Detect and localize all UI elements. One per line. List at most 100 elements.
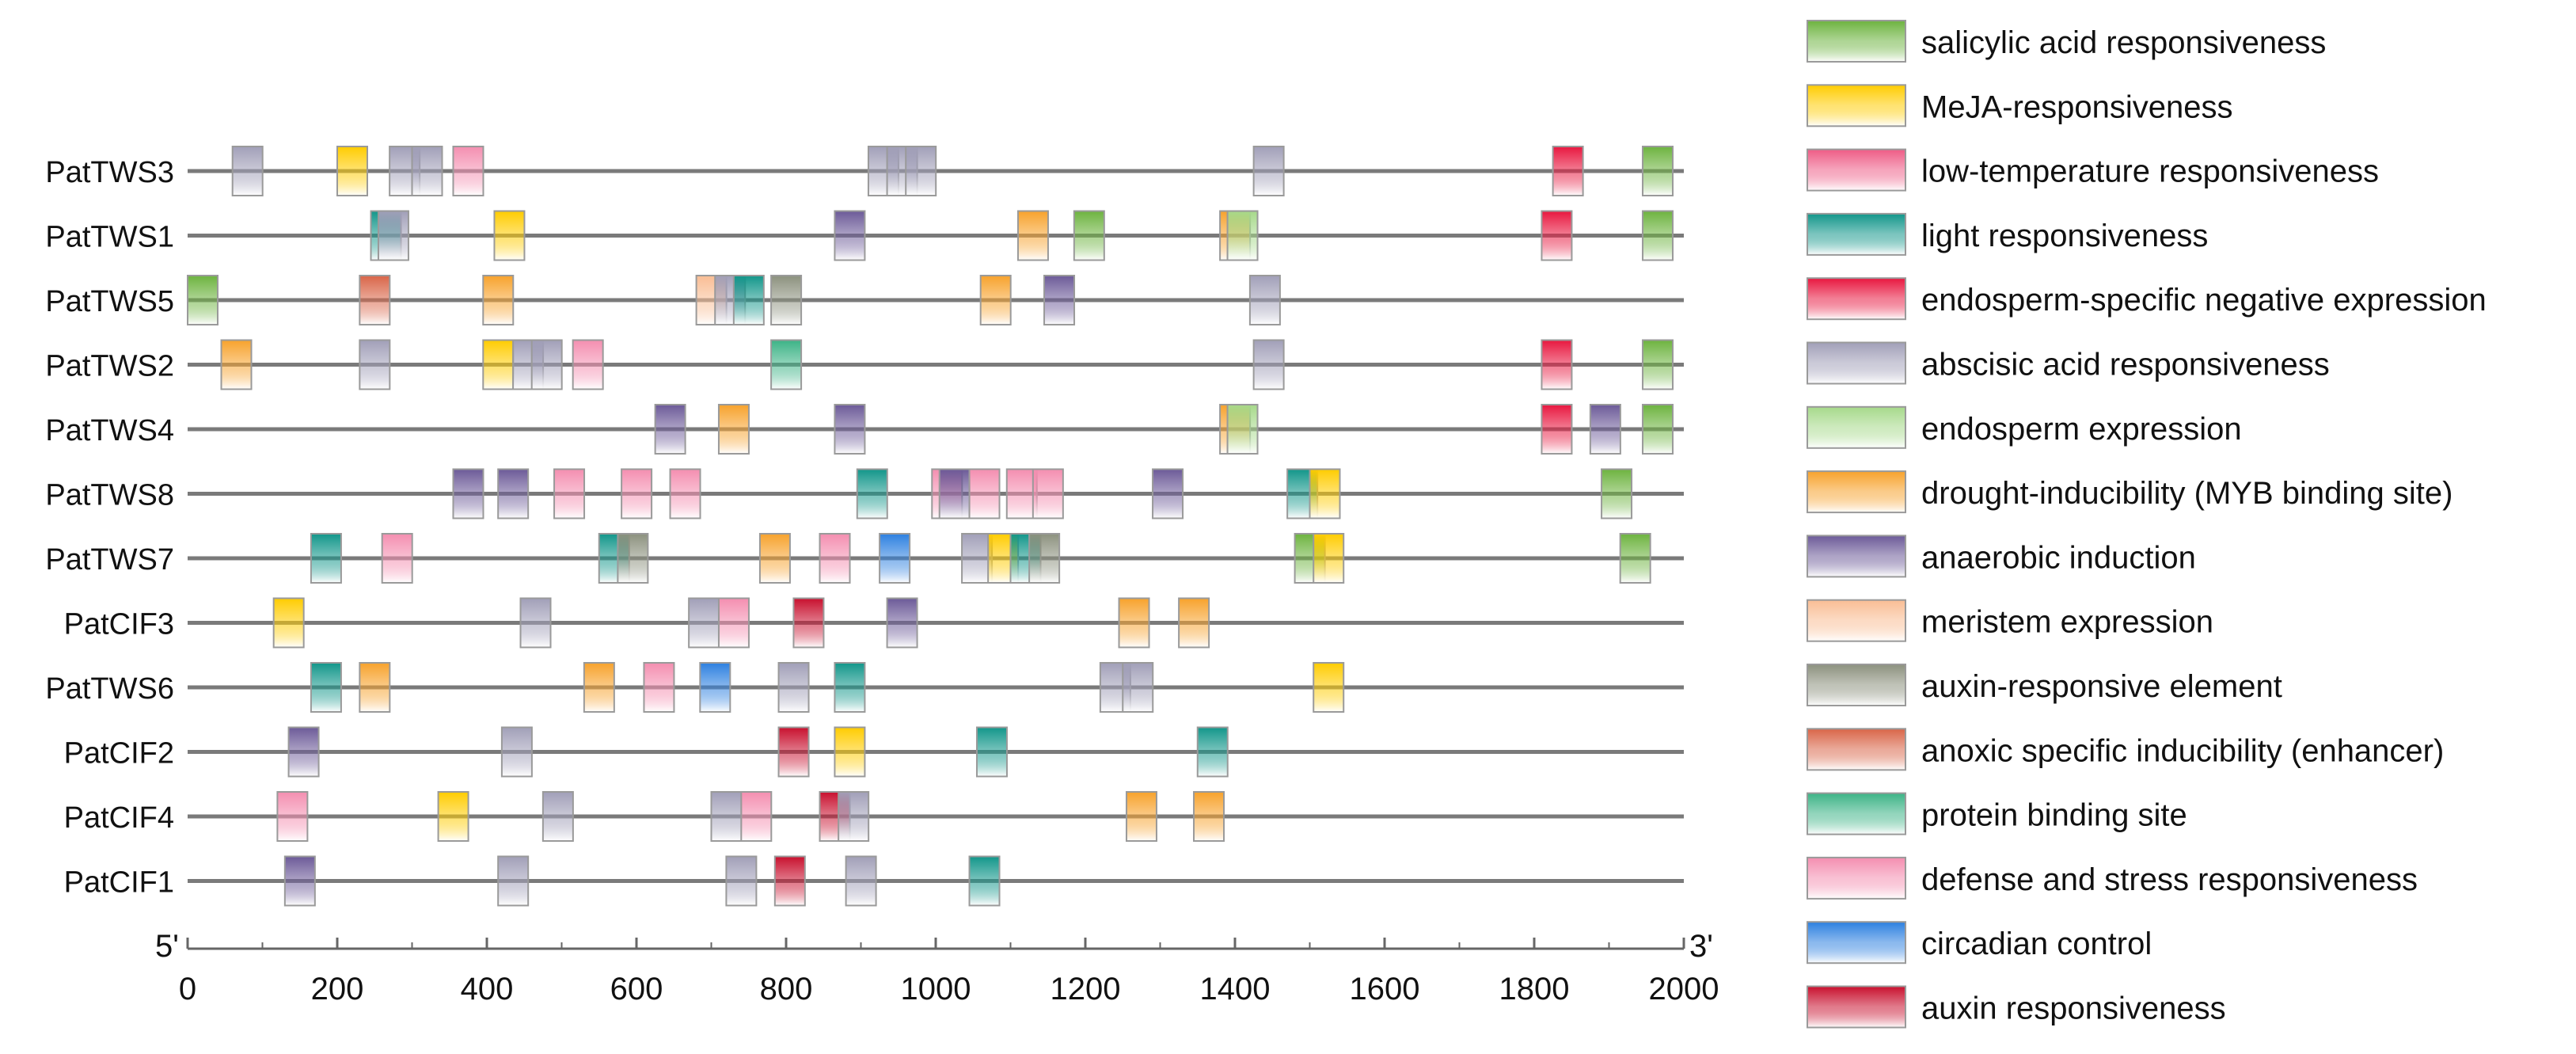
gene-row-patcif4: PatCIF4 — [64, 791, 1684, 842]
legend-item-defense: defense and stress responsiveness — [1807, 856, 2418, 900]
legend-item-meja: MeJA-responsiveness — [1807, 84, 2233, 127]
legend-swatch — [1807, 664, 1906, 706]
cis-element-aba — [1122, 662, 1154, 713]
legend-label: anoxic specific inducibility (enhancer) — [1921, 733, 2444, 768]
axis-tick-label: 2000 — [1649, 972, 1719, 1006]
legend-swatch — [1807, 405, 1906, 449]
legend-label: meristem expression — [1921, 605, 2213, 640]
legend-item-endo: endosperm expression — [1807, 405, 2242, 449]
legend-item-aba: abscisic acid responsiveness — [1807, 341, 2330, 385]
gene-label: PatTWS2 — [45, 350, 174, 383]
cis-element-anaer — [654, 404, 686, 455]
cis-element-aba — [710, 791, 743, 842]
legend-label: protein binding site — [1921, 798, 2187, 833]
cis-element-myb — [758, 533, 791, 584]
cis-element-aba — [497, 855, 530, 907]
axis-tick-label: 1800 — [1499, 972, 1570, 1006]
cis-element-light — [310, 662, 342, 713]
cis-element-defense — [1032, 468, 1064, 519]
cis-element-auxel — [1028, 533, 1061, 584]
legend-item-anoxic: anoxic specific inducibility (enhancer) — [1807, 728, 2444, 771]
cis-element-aba — [411, 146, 443, 196]
cis-element-aba — [541, 791, 574, 842]
gene-row-pattws1: PatTWS1 — [45, 210, 1684, 261]
cis-element-anaer — [1043, 275, 1076, 325]
legend-item-protein: protein binding site — [1807, 792, 2187, 835]
cis-element-myb — [1118, 597, 1150, 649]
cis-element-endo — [1226, 210, 1259, 261]
legend-swatch — [1807, 277, 1906, 321]
gene-row-pattws8: PatTWS8 — [45, 468, 1684, 519]
cis-element-anaer — [834, 404, 866, 455]
cis-element-aba — [500, 726, 533, 778]
gene-row-pattws7: PatTWS7 — [45, 533, 1684, 584]
cis-element-defense — [819, 533, 851, 584]
legend-label: circadian control — [1921, 927, 2152, 961]
legend-label: anaerobic induction — [1921, 540, 2196, 575]
gene-label: PatTWS5 — [45, 285, 174, 318]
cis-element-meja — [1309, 468, 1341, 519]
cis-element-auxr — [773, 855, 806, 907]
gene-row-pattws4: PatTWS4 — [45, 404, 1684, 455]
cis-element-defense — [717, 597, 750, 649]
cis-element-defense — [643, 662, 675, 713]
cis-element-myb — [220, 339, 253, 390]
gene-row-patcif2: PatCIF2 — [64, 726, 1684, 778]
cis-element-anaer — [886, 597, 918, 649]
axis-tick-label: 1200 — [1051, 972, 1121, 1006]
cis-element-protein — [770, 339, 803, 390]
cis-element-sa — [1642, 339, 1674, 390]
cis-element-sa — [1601, 468, 1633, 519]
axis-ticks: 0 200 400 600 800 1000 1200 1400 1600 1800 2000 — [179, 938, 1719, 1006]
legend-label: abscisic acid responsiveness — [1921, 348, 2330, 382]
legend-item-auxr: auxin responsiveness — [1807, 985, 2226, 1029]
cis-element-anaer — [283, 855, 316, 907]
cis-element-light — [968, 855, 1001, 907]
cis-element-light — [834, 662, 866, 713]
cis-element-anaer — [938, 468, 971, 519]
legend-label: defense and stress responsiveness — [1921, 862, 2418, 897]
legend-swatch — [1807, 921, 1906, 965]
gene-label: PatTWS6 — [45, 672, 174, 706]
cis-element-meja — [336, 146, 368, 196]
axis-tick-label: 0 — [179, 972, 196, 1006]
cis-element-anaer — [452, 468, 484, 519]
cis-element-aba — [231, 146, 264, 196]
cis-element-aba — [845, 855, 877, 907]
cis-element-aba — [530, 339, 563, 390]
gene-label: PatCIF3 — [64, 608, 174, 641]
cis-element-light — [732, 275, 765, 325]
cis-element-sa — [1642, 146, 1674, 196]
gene-label: PatCIF1 — [64, 866, 174, 900]
gene-row-pattws6: PatTWS6 — [45, 662, 1684, 713]
legend-swatch — [1807, 20, 1906, 63]
cis-element-sa — [1619, 533, 1651, 584]
legend-swatch — [1807, 470, 1906, 514]
legend-item-anaer: anaerobic induction — [1807, 535, 2196, 578]
cis-element-defense — [621, 468, 653, 519]
cis-element-meja — [482, 339, 515, 390]
cis-element-myb — [1125, 791, 1157, 842]
gene-label: PatTWS7 — [45, 543, 174, 576]
legend-item-light: light responsiveness — [1807, 212, 2208, 256]
cis-element-aba — [961, 533, 994, 584]
cis-element-anoxic — [359, 275, 391, 325]
cis-element-aba — [359, 339, 391, 390]
axis-tick-label: 400 — [461, 972, 514, 1006]
axis-tick-label: 600 — [610, 972, 663, 1006]
cis-element-defense — [968, 468, 1001, 519]
gene-label: PatCIF2 — [64, 737, 174, 771]
cis-element-myb — [979, 275, 1012, 325]
gene-label: PatTWS3 — [45, 156, 174, 189]
legend-label: drought-inducibility (MYB binding site) — [1921, 476, 2453, 511]
cis-element-aba — [688, 597, 720, 649]
cis-element-anaer — [287, 726, 320, 778]
cis-element-sa — [187, 275, 218, 325]
legend-swatch — [1807, 535, 1906, 578]
cis-element-myb — [1016, 210, 1049, 261]
cis-element-aba — [519, 597, 552, 649]
cis-element-circ — [879, 533, 911, 584]
cis-element-defense — [572, 339, 604, 390]
legend-swatch — [1807, 792, 1906, 835]
legend-swatch — [1807, 985, 1906, 1029]
